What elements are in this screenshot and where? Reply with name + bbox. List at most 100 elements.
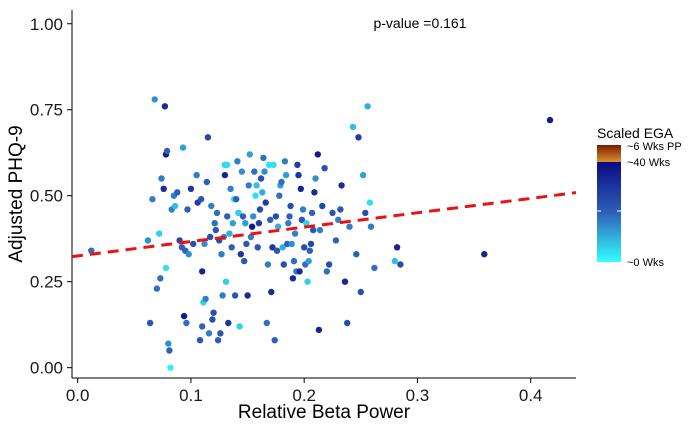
data-point: [211, 220, 218, 227]
data-point: [280, 261, 287, 268]
data-point: [248, 223, 256, 230]
x-axis-title: Relative Beta Power: [238, 402, 411, 423]
data-point: [184, 206, 191, 213]
data-point: [289, 275, 297, 282]
data-point: [165, 340, 172, 347]
data-point: [285, 220, 292, 227]
data-point: [254, 244, 261, 251]
data-point: [338, 182, 345, 189]
data-point: [371, 264, 378, 272]
data-point: [162, 264, 170, 272]
data-point: [287, 202, 294, 210]
data-point: [174, 189, 181, 196]
data-point: [272, 213, 280, 220]
legend-label-mid: ~40 Wks: [627, 157, 671, 169]
data-point: [246, 151, 253, 158]
ticks: 0.0 0.1 0.2 0.3 0.4 0.00 0.25 0.50 0.75 1.00: [30, 15, 543, 405]
data-point: [337, 206, 344, 213]
data-point: [256, 206, 264, 213]
data-point: [291, 230, 299, 237]
data-point: [391, 257, 398, 265]
data-point: [301, 244, 308, 251]
data-point: [235, 209, 242, 217]
data-point: [204, 134, 212, 141]
data-point: [243, 240, 250, 248]
data-point: [209, 316, 216, 323]
data-point: [207, 233, 214, 241]
data-point: [305, 257, 312, 265]
data-point: [299, 206, 307, 213]
data-point: [151, 96, 158, 103]
data-point: [255, 220, 263, 227]
x-tick-label: 0.3: [406, 386, 430, 405]
data-point: [366, 199, 374, 206]
data-point: [268, 288, 275, 296]
data-point: [242, 220, 249, 227]
data-point: [193, 171, 200, 179]
data-point: [224, 213, 231, 220]
data-point: [393, 244, 401, 251]
data-point: [221, 171, 229, 179]
data-point: [153, 285, 161, 292]
data-points: [88, 96, 554, 371]
data-point: [217, 330, 224, 337]
data-point: [546, 116, 554, 124]
data-point: [321, 165, 328, 172]
data-point: [253, 182, 260, 189]
data-point: [274, 223, 282, 230]
data-point: [167, 364, 174, 371]
data-point: [297, 185, 304, 192]
data-point: [290, 257, 298, 265]
data-point: [310, 226, 317, 234]
data-point: [319, 202, 326, 210]
data-point: [269, 244, 276, 251]
y-tick-label: 0.00: [30, 359, 63, 378]
data-point: [146, 319, 154, 327]
data-point: [199, 323, 206, 330]
p-value-annotation: p-value =0.161: [373, 15, 466, 31]
data-point: [265, 161, 273, 168]
data-point: [304, 278, 311, 285]
data-point: [149, 196, 156, 203]
data-point: [229, 220, 236, 227]
legend-label-top: ~6 Wks PP: [627, 141, 682, 153]
data-point: [238, 168, 246, 175]
x-tick-label: 0.2: [292, 386, 316, 405]
data-point: [278, 178, 285, 186]
data-point: [185, 251, 192, 258]
x-tick-label: 0.0: [66, 386, 90, 405]
data-point: [284, 240, 291, 248]
data-point: [201, 240, 208, 248]
data-point: [311, 189, 318, 196]
data-point: [315, 326, 323, 334]
legend-bar-top: [597, 145, 621, 162]
data-point: [196, 337, 204, 344]
data-point: [306, 247, 313, 254]
data-point: [179, 144, 187, 151]
data-point: [295, 171, 302, 179]
data-point: [183, 319, 190, 327]
data-point: [346, 223, 353, 230]
data-point: [344, 319, 351, 327]
data-point: [233, 196, 240, 203]
data-point: [481, 251, 488, 258]
data-point: [281, 158, 289, 165]
data-point: [282, 171, 290, 179]
data-point: [203, 178, 210, 186]
data-point: [303, 220, 310, 227]
data-point: [296, 268, 303, 275]
data-point: [197, 196, 205, 203]
data-point: [267, 216, 274, 223]
color-legend: Scaled EGA ~6 Wks PP ~40 Wks ~0 Wks: [597, 125, 682, 269]
data-point: [286, 213, 293, 220]
data-point: [273, 247, 281, 254]
data-point: [247, 233, 255, 241]
data-point: [298, 216, 306, 223]
y-tick-label: 0.75: [30, 101, 63, 120]
y-tick-label: 0.25: [30, 273, 63, 292]
data-point: [163, 147, 171, 155]
data-point: [88, 247, 95, 254]
data-point: [244, 292, 251, 299]
